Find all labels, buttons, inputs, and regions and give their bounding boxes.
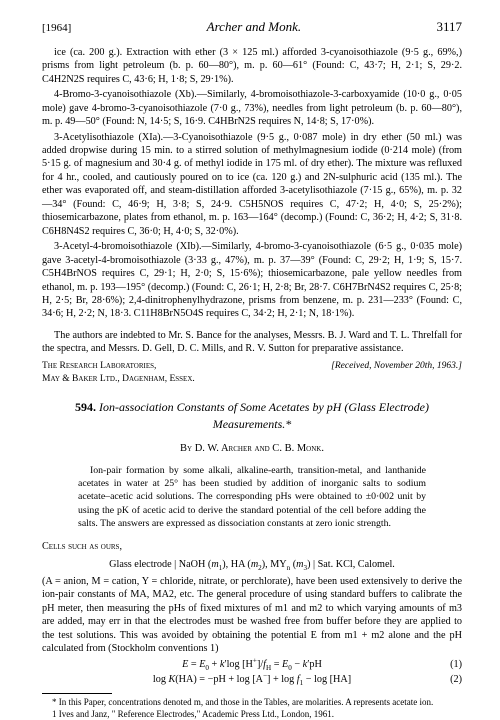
running-head: Archer and Monk. [71,18,436,36]
acknowledgements: The authors are indebted to Mr. S. Bance… [42,329,462,356]
article-title: Ion-association Constants of Some Acetat… [99,400,429,430]
body-para-1: (A = anion, M = cation, Y = chloride, ni… [42,575,462,656]
equation-2: log K(HA) = −pH + log [A−] + log f1 − lo… [42,673,462,686]
para-3: 3-Acetylisothiazole (XIa).—3-Cyanoisothi… [42,131,462,239]
equation-1: E = E0 + k′log [H+]/fH = E0 − k′pH (1) [42,658,462,671]
received-date: [Received, November 20th, 1963.] [331,360,462,386]
page-number: 3117 [436,18,462,36]
article-body: Cells such as ours, Glass electrode | Na… [42,540,462,687]
footnote-star: * In this Paper, concentrations denoted … [42,696,462,708]
abstract: Ion-pair formation by some alkali, alkal… [78,464,426,530]
para-1: ice (ca. 200 g.). Extraction with ether … [42,46,462,86]
article-title-block: 594. Ion-association Constants of Some A… [72,399,432,431]
main-body: ice (ca. 200 g.). Extraction with ether … [42,46,462,321]
eq-num-2: (2) [450,673,462,686]
footnote-ref1: 1 Ives and Janz, " Reference Electrodes,… [42,708,462,720]
eq-num-1: (1) [450,658,462,671]
para-2: 4-Bromo-3-cyanoisothiazole (Xb).—Similar… [42,88,462,128]
footnote-rule [42,693,112,694]
affiliation: The Research Laboratories, May & Baker L… [42,360,195,386]
para-4: 3-Acetyl-4-bromoisothiazole (XIb).—Simil… [42,240,462,321]
cells-lead: Cells such as ours, [42,541,122,552]
article-number: 594. [75,400,96,414]
authors: By D. W. Archer and C. B. Monk. [42,442,462,456]
cell-scheme: Glass electrode | NaOH (m1), HA (m2), MY… [42,558,462,571]
header-year: [1964] [42,21,71,36]
